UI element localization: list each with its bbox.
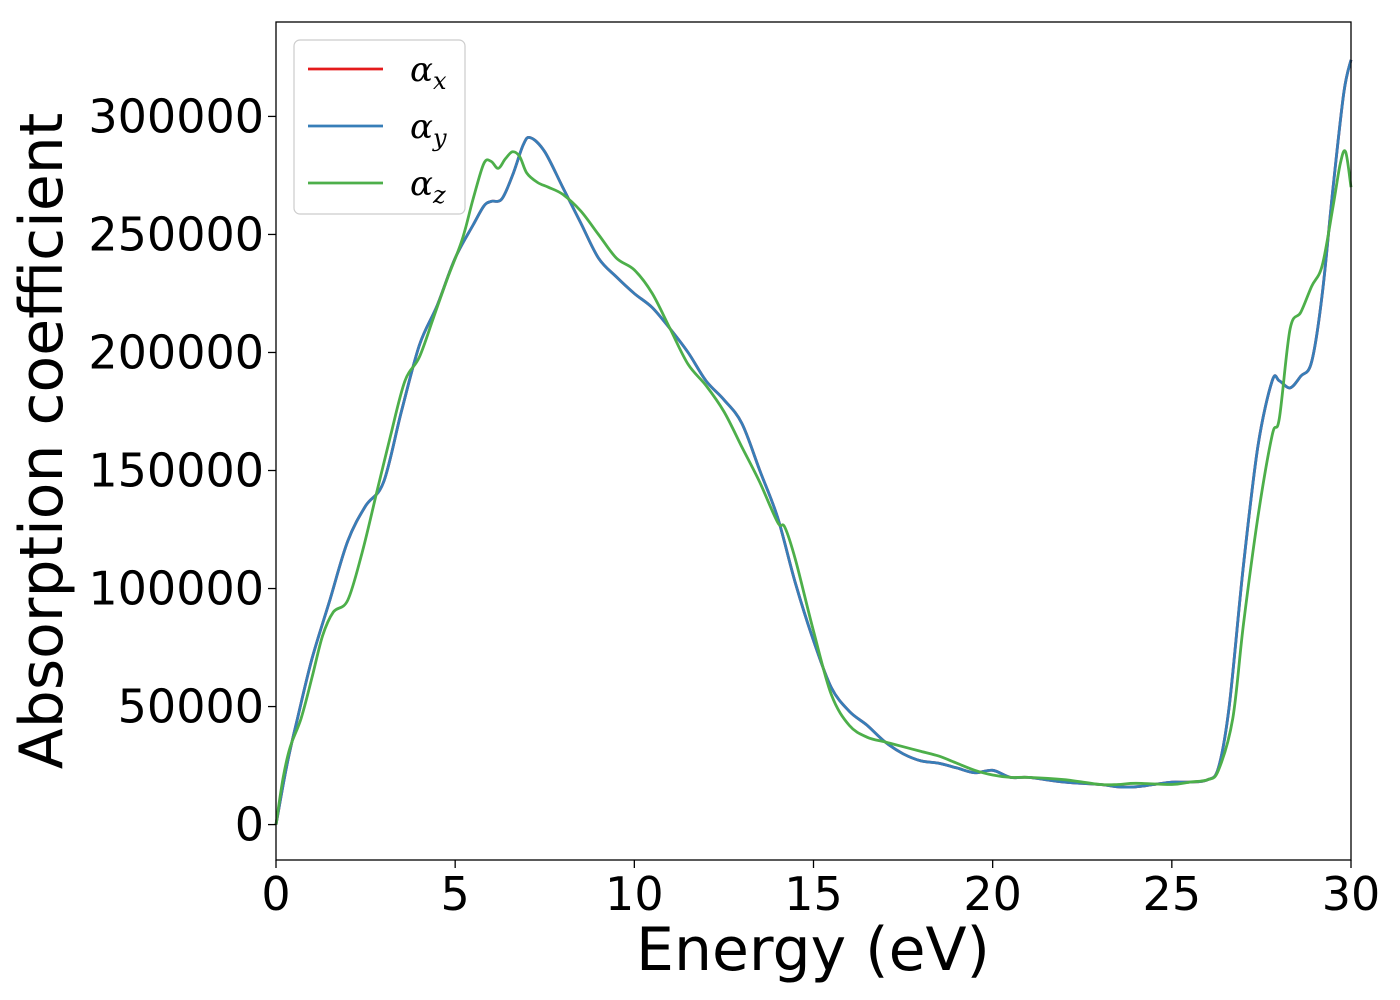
y-axis: 0 50000 100000 150000 200000 250000 300000 <box>88 89 276 852</box>
y-tick-label: 200000 <box>88 325 264 379</box>
x-axis-title: Energy (eV) <box>636 915 990 985</box>
x-tick-label: 15 <box>784 867 843 921</box>
legend-label-y: αy <box>410 107 447 152</box>
legend-label-x: αx <box>410 50 447 95</box>
x-tick-label: 0 <box>261 867 290 921</box>
legend: αx αy αz <box>293 39 466 215</box>
y-tick-label: 100000 <box>88 562 264 616</box>
y-tick-label: 50000 <box>118 680 264 734</box>
y-tick-label: 250000 <box>88 207 264 261</box>
x-tick-label: 10 <box>605 867 664 921</box>
y-tick-label: 300000 <box>88 89 264 143</box>
x-tick-label: 30 <box>1322 867 1381 921</box>
y-tick-label: 150000 <box>88 444 264 498</box>
x-tick-label: 5 <box>441 867 470 921</box>
y-axis-title: Absorption coefficient <box>7 113 77 770</box>
series-layer <box>274 59 1353 825</box>
x-axis: 0 5 10 15 20 25 30 <box>261 860 1380 921</box>
legend-label-z: αz <box>410 164 446 209</box>
x-tick-label: 25 <box>1143 867 1202 921</box>
y-tick-label: 0 <box>235 798 264 852</box>
x-tick-label: 20 <box>963 867 1022 921</box>
series-line-z <box>274 149 1353 825</box>
